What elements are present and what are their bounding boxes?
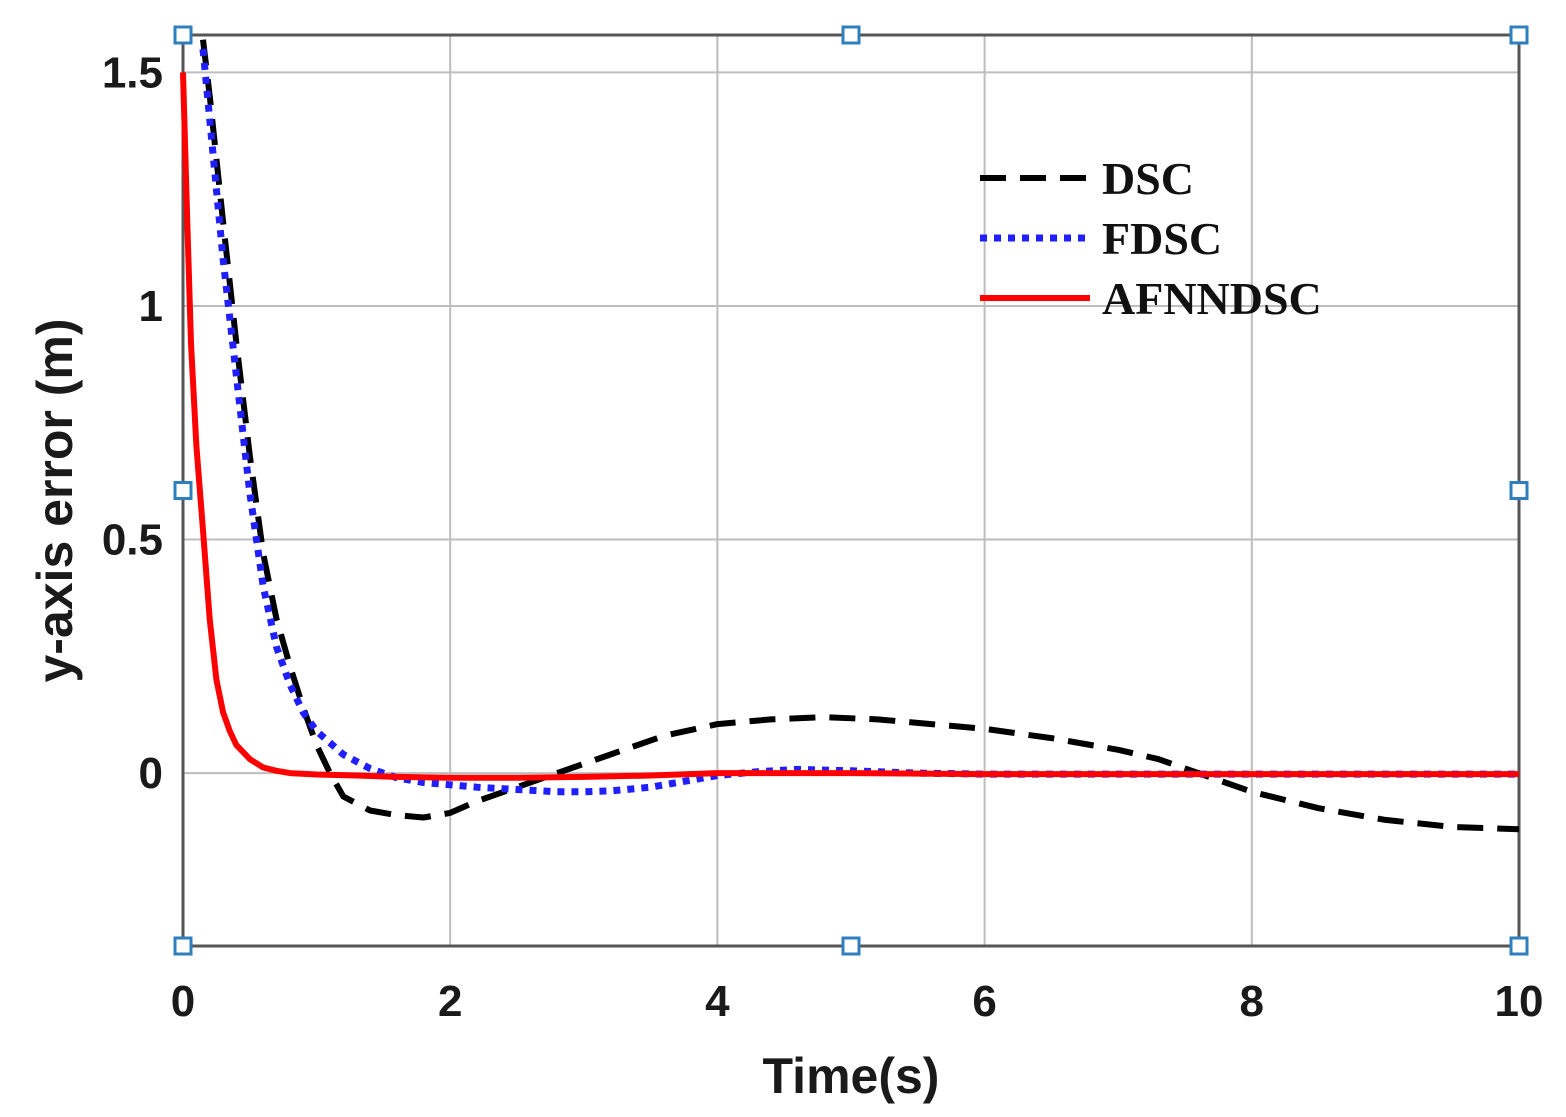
y-tick-label: 0.5 [102,516,163,565]
x-tick-label: 10 [1495,977,1544,1026]
x-tick-label: 4 [705,977,730,1026]
y-tick-label: 1 [139,282,163,331]
x-axis-label: Time(s) [763,1048,940,1104]
x-tick-label: 2 [438,977,462,1026]
resize-handle[interactable] [841,936,861,956]
resize-handle[interactable] [1509,481,1529,500]
legend: DSC FDSC AFNNDSC [980,153,1322,324]
series-line-dsc [200,39,1520,833]
y-tick-label: 0 [139,749,163,798]
resize-handle[interactable] [1509,25,1529,45]
resize-handle[interactable] [841,25,861,45]
resize-handle[interactable] [1509,936,1529,956]
x-tick-label: 6 [972,977,996,1026]
legend-label-afnndsc: AFNNDSC [1102,273,1322,324]
legend-label-fdsc: FDSC [1102,213,1222,264]
series-layer [180,39,1520,833]
tick-labels: 0 2 4 6 8 10 0 0.5 1 1.5 [102,48,1544,1026]
resize-handle[interactable] [173,481,193,500]
x-tick-label: 8 [1240,977,1264,1026]
resize-handle[interactable] [173,936,193,956]
series-line-fdsc [199,48,1519,796]
resize-handle[interactable] [173,25,193,45]
legend-label-dsc: DSC [1102,153,1194,204]
selection-handles[interactable] [173,25,1529,956]
series-line-afnndsc [180,72,1519,781]
x-tick-label: 0 [171,977,195,1026]
y-tick-label: 1.5 [102,48,163,97]
y-axis-label: y-axis error (m) [27,318,83,682]
